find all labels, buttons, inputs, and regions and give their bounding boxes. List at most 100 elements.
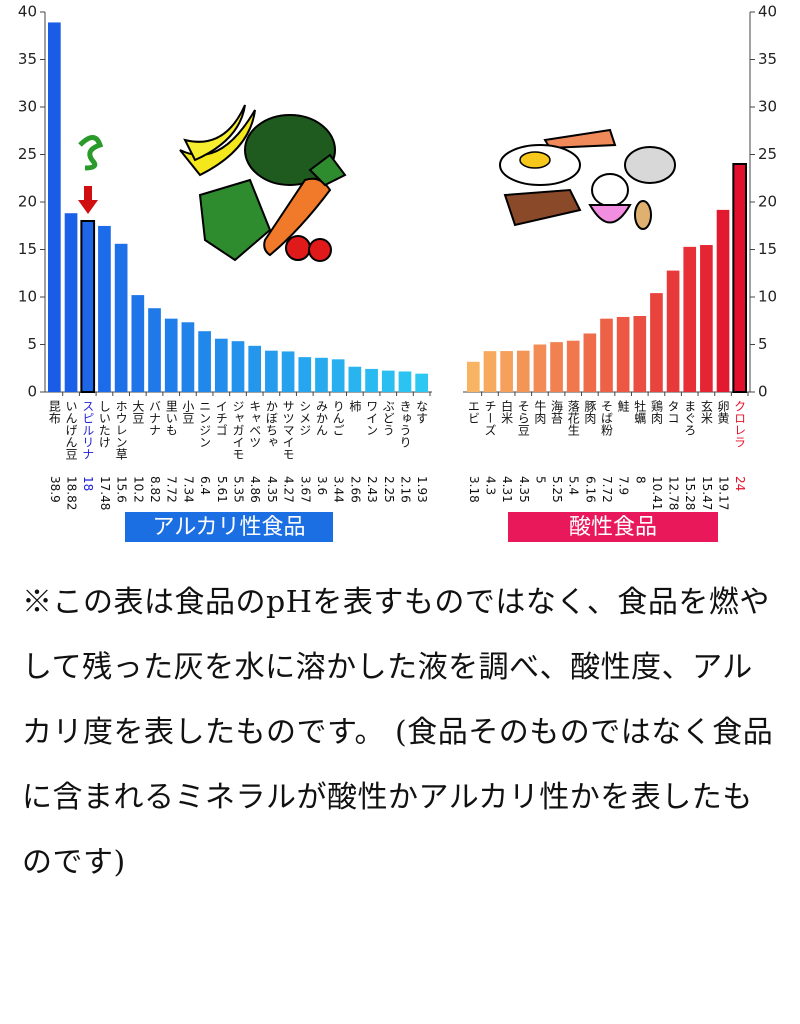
group-label: 酸性食品: [569, 515, 657, 540]
x-tick-label: 豚肉: [583, 400, 597, 424]
group-banner: [125, 512, 333, 542]
bar: [181, 322, 195, 392]
y-tick-label: 35: [18, 50, 37, 68]
value-label: 7.34: [181, 476, 195, 503]
bar: [732, 163, 748, 393]
x-tick-label: まぐろ: [683, 400, 697, 436]
value-label: 38.9: [48, 476, 62, 503]
bar: [148, 308, 161, 392]
x-tick-label: タコ: [666, 400, 680, 424]
bar: [633, 316, 647, 392]
bar: [516, 350, 530, 392]
value-label: 3.67: [298, 476, 312, 503]
y-tick-label: 25: [18, 145, 37, 163]
value-label: 3.6: [315, 476, 329, 495]
value-label: 10.2: [131, 476, 145, 503]
value-label: 18.82: [65, 476, 79, 510]
bar: [466, 361, 480, 392]
bar: [616, 316, 630, 392]
x-tick-label: ワイン: [365, 400, 379, 436]
bar: [566, 340, 580, 392]
y-tick-label: 5: [758, 335, 768, 353]
value-label: 7.72: [165, 476, 179, 503]
bar: [348, 366, 362, 392]
bar: [281, 351, 295, 392]
bar: [365, 368, 378, 392]
value-label: 7.9: [617, 476, 631, 495]
bar: [700, 245, 713, 392]
value-label: 12.78: [667, 476, 681, 510]
x-tick-label: 鮭: [616, 399, 630, 413]
x-tick-label: イチゴ: [214, 400, 228, 436]
bar: [248, 345, 262, 392]
x-tick-label: しいたけ: [97, 400, 111, 448]
bar: [80, 220, 96, 393]
value-label: 5.35: [232, 476, 246, 503]
bar: [398, 371, 412, 392]
y-tick-label: 30: [18, 98, 37, 116]
bar: [48, 22, 61, 392]
bar: [683, 246, 697, 392]
y-tick-label: 15: [18, 240, 37, 258]
value-label: 15.47: [700, 476, 714, 510]
bar: [114, 243, 128, 392]
x-tick-label: スピルリナ: [81, 400, 95, 460]
y-tick-label: 20: [758, 193, 777, 211]
group-label: アルカリ性食品: [152, 515, 305, 540]
value-label: 2.43: [365, 476, 379, 503]
value-label: 15.28: [683, 476, 697, 510]
bar: [265, 350, 278, 392]
note: ※この表は食品のpHを表すものではなく、食品を燃やして残った灰を水に溶かした液を…: [22, 585, 774, 880]
x-tick-label: 卵黄: [716, 400, 730, 425]
x-tick-label: そら豆: [516, 400, 530, 436]
bar: [533, 344, 547, 392]
value-label: 18: [81, 476, 95, 491]
x-tick-label: 大豆: [131, 400, 145, 424]
bar: [64, 213, 78, 392]
x-tick-label: 落花生: [566, 400, 580, 436]
y-tick-label: 30: [758, 98, 777, 116]
group-banner: [508, 512, 718, 542]
y-tick-label: 40: [18, 3, 37, 21]
x-tick-label: キャベツ: [248, 400, 262, 448]
x-tick-label: りんご: [331, 400, 345, 436]
y-tick-label: 5: [27, 335, 37, 353]
x-tick-label: 鶏肉: [649, 400, 663, 424]
x-tick-label: 白米: [500, 399, 514, 424]
value-label: 4.35: [517, 476, 531, 503]
bar: [331, 359, 345, 392]
value-label: 2.16: [398, 476, 412, 503]
x-tick-label: 牡蠣: [633, 399, 647, 424]
bar: [381, 370, 395, 392]
x-tick-label: ジャガイモ: [231, 400, 245, 460]
x-tick-label: チーズ: [483, 400, 497, 436]
y-tick-label: 10: [758, 288, 777, 306]
value-label: 8.82: [148, 476, 162, 503]
bar: [716, 209, 730, 392]
value-label: 5.4: [567, 476, 581, 495]
value-label: 4.3: [483, 476, 497, 495]
value-label: 6.16: [583, 476, 597, 503]
value-label: 4.86: [248, 476, 262, 503]
value-label: 24: [733, 476, 747, 491]
x-tick-label: ホウレン草: [114, 400, 128, 460]
y-tick-label: 0: [27, 383, 37, 401]
value-label: 17.48: [98, 476, 112, 510]
value-label: 4.27: [282, 476, 296, 503]
y-tick-label: 35: [758, 50, 777, 68]
x-tick-label: エビ: [466, 400, 480, 424]
y-tick-label: 20: [18, 193, 37, 211]
value-label: 4.31: [500, 476, 514, 503]
bar: [583, 333, 597, 392]
value-label: 2.25: [382, 476, 396, 503]
value-label: 5: [533, 476, 547, 484]
bar: [415, 373, 428, 392]
x-tick-label: 玄米: [699, 400, 713, 424]
value-label: 6.4: [198, 476, 212, 495]
x-tick-label: サツマイモ: [281, 400, 295, 460]
bar: [666, 270, 680, 392]
bar: [131, 295, 145, 392]
bar: [650, 293, 663, 392]
value-label: 5.61: [215, 476, 229, 503]
